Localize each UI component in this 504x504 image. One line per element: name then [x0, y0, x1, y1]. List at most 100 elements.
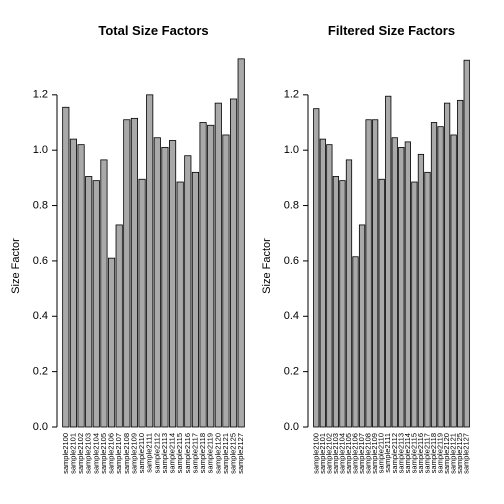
x-tick-label: sample2114: [403, 433, 412, 473]
bar: [107, 257, 116, 428]
bar: [77, 144, 85, 428]
panel: Total Size Factors Size Factor 0.0 0.2 0.4 0.…: [10, 23, 245, 474]
x-tick-label: sample2121: [221, 433, 230, 474]
bar: [365, 119, 372, 428]
y-tick-label: 1.2: [284, 89, 299, 101]
bar: [176, 181, 184, 428]
panel: Filtered Size Factors Size Factor 0.0 0.2 0.…: [261, 23, 471, 474]
bar: [463, 59, 470, 428]
bar: [411, 181, 418, 428]
y-tick-label: 0.6: [33, 255, 48, 267]
bar: [372, 119, 379, 428]
y-tick-label: 0.0: [284, 421, 299, 433]
bar: [62, 106, 70, 428]
x-tick-label: sample2111: [145, 433, 154, 473]
x-tick-label: sample2103: [84, 433, 93, 474]
x-tick-label: sample2116: [183, 433, 192, 473]
bar: [146, 94, 154, 428]
x-tick-label: sample2114: [168, 433, 177, 473]
bar: [424, 171, 431, 428]
x-tick-label: sample2120: [213, 433, 222, 474]
bar: [229, 98, 238, 428]
bar: [378, 178, 385, 428]
bar: [92, 180, 100, 428]
x-tick-label: sample2113: [396, 433, 405, 473]
bar: [358, 224, 366, 428]
x-tick-label: sample2100: [311, 433, 320, 474]
bar: [391, 137, 398, 428]
bar: [85, 176, 93, 428]
x-tick-label: sample2116: [416, 433, 425, 473]
x-tick-label: sample2102: [324, 433, 333, 474]
bar: [450, 134, 457, 428]
x-tick-label: sample2127: [462, 433, 471, 474]
x-tick-label: sample2119: [436, 433, 445, 473]
x-tick-label: sample2118: [429, 433, 438, 473]
bar: [313, 108, 320, 428]
bar: [385, 95, 392, 428]
x-tick-label: sample2105: [344, 433, 353, 474]
bar: [69, 138, 78, 428]
x-tick-label: sample2107: [114, 433, 123, 474]
bar: [352, 256, 359, 428]
x-tick-label: sample2106: [351, 433, 360, 474]
x-tick-label: sample2108: [364, 433, 373, 474]
bar: [430, 122, 438, 428]
x-tick-label: sample2109: [370, 433, 379, 474]
bar: [339, 180, 346, 428]
y-tick-label: 0.8: [284, 199, 299, 211]
y-axis-label: Size Factor: [10, 238, 22, 294]
x-tick-label: sample2110: [377, 433, 386, 473]
x-tick-label: sample2108: [122, 433, 131, 474]
bar: [168, 140, 177, 428]
x-tick-label: sample2117: [422, 433, 431, 473]
x-tick-label: sample2100: [61, 433, 70, 474]
x-tick-label: sample2110: [137, 433, 146, 473]
y-tick-label: 1.0: [33, 144, 48, 156]
bar: [457, 99, 464, 428]
bar: [115, 224, 123, 428]
y-tick-label: 0.4: [284, 310, 299, 322]
y-tick-label: 0.2: [33, 366, 48, 378]
bar: [345, 159, 353, 428]
bar: [404, 141, 411, 428]
bar: [161, 147, 169, 428]
x-tick-label: sample2117: [190, 433, 199, 473]
x-tick-label: sample2112: [152, 433, 161, 473]
x-tick-label: sample2120: [442, 433, 451, 474]
bar: [130, 117, 139, 428]
x-tick-label: sample2115: [409, 433, 418, 473]
bar: [199, 122, 207, 428]
bar: [437, 126, 444, 428]
x-tick-label: sample2119: [206, 433, 215, 473]
chart-title: Total Size Factors: [98, 23, 208, 38]
bar: [100, 159, 108, 428]
bar: [237, 58, 245, 428]
bar: [214, 102, 222, 428]
y-tick-label: 0.0: [33, 421, 48, 433]
y-tick-label: 0.8: [33, 199, 48, 211]
bar: [207, 124, 215, 428]
bar: [326, 144, 333, 428]
x-tick-label: sample2115: [175, 433, 184, 473]
bar: [319, 138, 326, 428]
bar: [398, 147, 405, 428]
y-axis-label: Size Factor: [261, 238, 273, 294]
x-tick-label: sample2105: [99, 433, 108, 474]
x-tick-label: sample2112: [390, 433, 399, 473]
y-tick-label: 1.0: [284, 144, 299, 156]
x-tick-label: sample2111: [383, 433, 392, 473]
x-tick-label: sample2125: [455, 433, 464, 474]
y-tick-label: 0.2: [284, 366, 299, 378]
y-tick-label: 0.6: [284, 255, 299, 267]
bar: [153, 137, 161, 428]
x-tick-label: sample2101: [68, 433, 77, 474]
x-tick-label: sample2118: [198, 433, 207, 473]
bar: [332, 176, 340, 428]
bar: [443, 102, 451, 428]
chart-title: Filtered Size Factors: [328, 23, 455, 38]
bar: [191, 171, 200, 428]
x-tick-label: sample2102: [76, 433, 85, 474]
y-tick-label: 0.4: [33, 310, 48, 322]
x-tick-label: sample2106: [107, 433, 116, 474]
